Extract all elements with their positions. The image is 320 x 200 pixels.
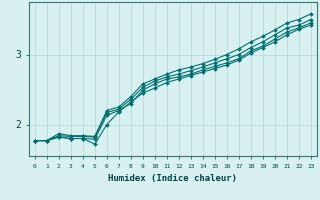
X-axis label: Humidex (Indice chaleur): Humidex (Indice chaleur) bbox=[108, 174, 237, 183]
